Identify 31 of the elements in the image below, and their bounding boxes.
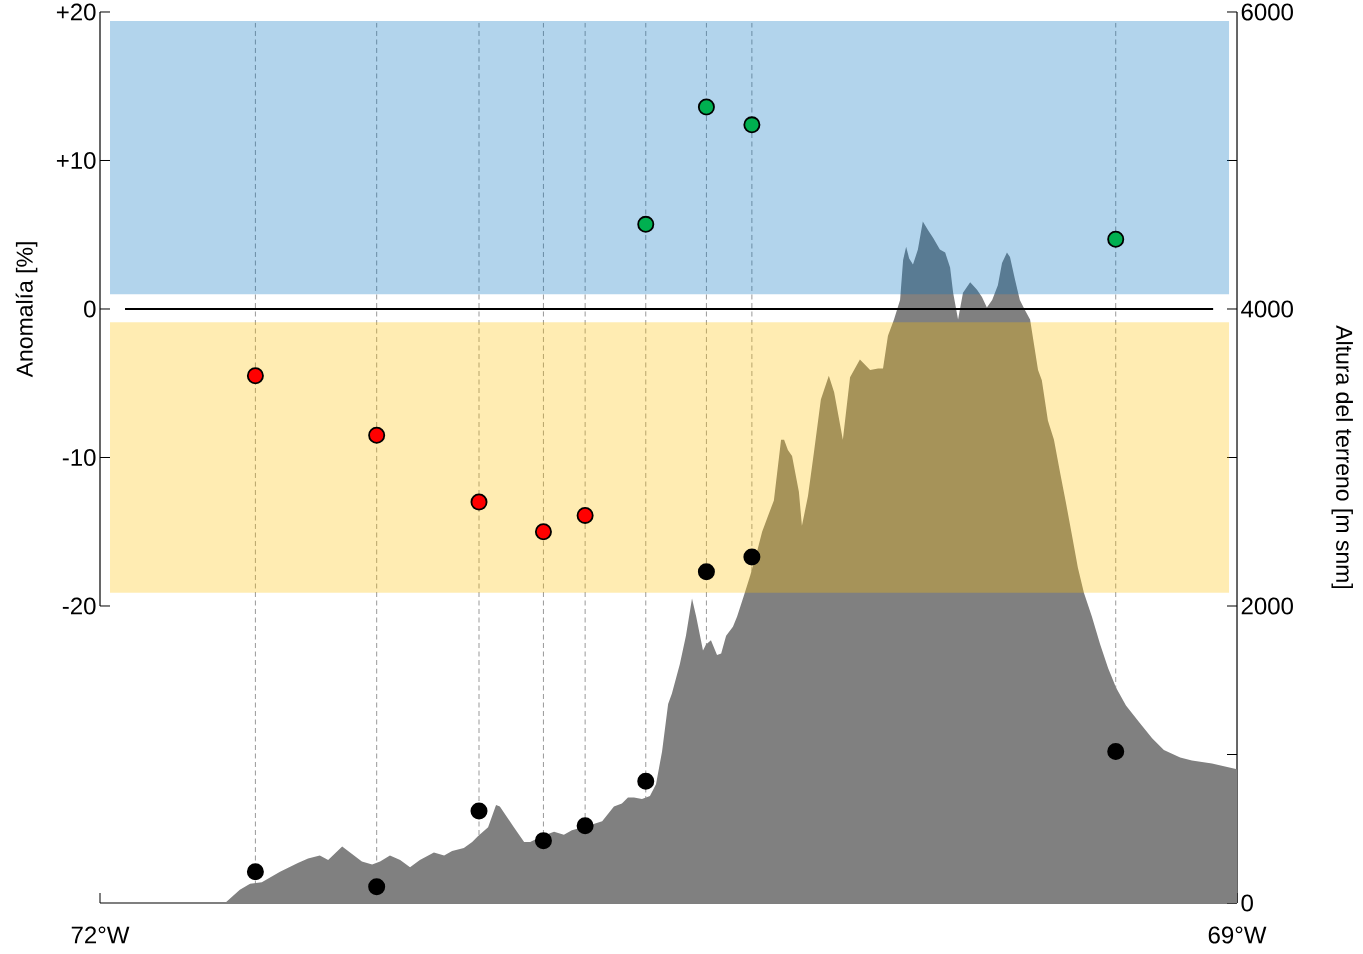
point	[743, 548, 761, 566]
y-tick-label: -10	[62, 448, 96, 466]
y-tick-label: -20	[62, 597, 96, 615]
x-tick-label: 69°W	[1208, 926, 1267, 944]
point	[697, 98, 715, 116]
y2-axis-title: Altura del terreno [m snm]	[1331, 325, 1353, 589]
x-tick-label: 72°W	[71, 926, 130, 944]
point	[637, 772, 655, 790]
point	[368, 878, 386, 896]
y2-tick-label: 4000	[1241, 300, 1293, 318]
y-tick-label: +20	[56, 3, 96, 21]
point	[637, 215, 655, 233]
point	[743, 116, 761, 134]
y2-tick-label: 0	[1241, 894, 1253, 912]
y-tick-label: 0	[84, 300, 96, 318]
point	[246, 863, 264, 881]
y2-tick-label: 6000	[1241, 3, 1293, 21]
point	[534, 832, 552, 850]
point	[576, 817, 594, 835]
y-axis-title: Anomalía [%]	[15, 242, 38, 378]
y-tick-label: +10	[56, 151, 96, 169]
point	[368, 426, 386, 444]
point	[470, 493, 488, 511]
point	[534, 523, 552, 541]
point	[697, 563, 715, 581]
y2-tick-label: 2000	[1241, 597, 1293, 615]
point	[576, 506, 594, 524]
point	[246, 367, 264, 385]
point	[470, 802, 488, 820]
point	[1107, 230, 1125, 248]
point	[1107, 743, 1125, 761]
